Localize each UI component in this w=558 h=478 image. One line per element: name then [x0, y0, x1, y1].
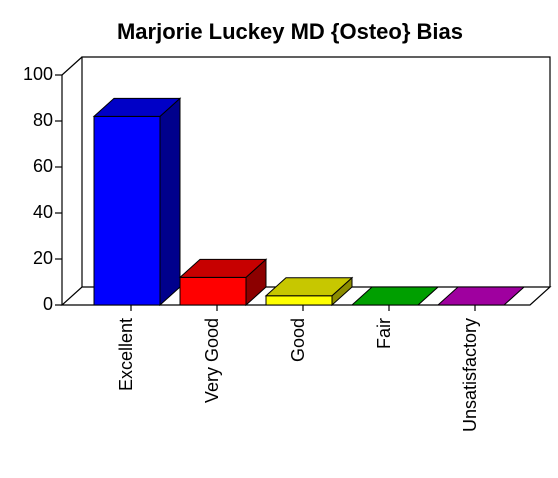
- bar-top: [350, 286, 440, 306]
- bar-top: [264, 277, 354, 297]
- bar-side: [159, 97, 181, 307]
- x-tick-label: Very Good: [202, 318, 222, 403]
- y-tick-label: 80: [33, 110, 53, 130]
- bar-top: [92, 97, 182, 117]
- back-wall: [81, 56, 551, 287]
- x-tick-label: Excellent: [116, 318, 136, 391]
- bar: [265, 295, 333, 306]
- bar: [179, 276, 247, 306]
- bar: [93, 115, 161, 306]
- bar-top: [436, 286, 526, 306]
- y-tick-label: 40: [33, 202, 53, 222]
- x-tick-label: Fair: [374, 318, 394, 349]
- x-tick-label: Good: [288, 318, 308, 362]
- y-tick-label: 0: [43, 294, 53, 314]
- bar-top: [178, 258, 268, 278]
- y-tick-label: 100: [23, 64, 53, 84]
- chart-title: Marjorie Luckey MD {Osteo} Bias: [117, 19, 463, 44]
- y-tick-label: 20: [33, 248, 53, 268]
- y-tick-label: 60: [33, 156, 53, 176]
- x-tick-label: Unsatisfactory: [460, 318, 480, 432]
- y-axis-depth: [61, 56, 83, 76]
